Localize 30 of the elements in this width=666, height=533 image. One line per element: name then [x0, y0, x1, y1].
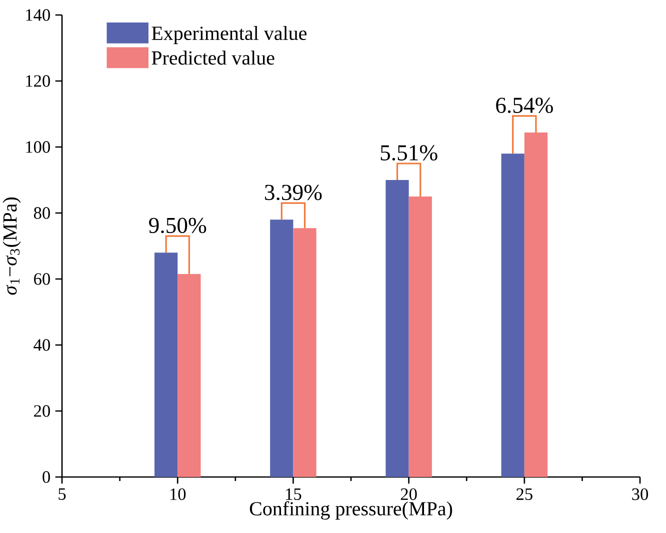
legend-label: Experimental value [152, 26, 307, 44]
bar [293, 228, 316, 477]
x-axis-title: Confining pressure(MPa) [250, 501, 452, 520]
bar [386, 180, 409, 477]
y-tick-label: 40 [34, 339, 50, 351]
bar [501, 154, 524, 477]
x-tick-label: 20 [400, 488, 417, 500]
y-tick-label: 80 [34, 207, 50, 219]
annotation: 5.51% [380, 145, 438, 161]
y-tick-label: 100 [26, 141, 50, 153]
y-axis-title: σ$_{1}$−σ$_{3}$(MPa) [2, 198, 21, 295]
bar [270, 220, 294, 477]
x-tick-label: 25 [516, 488, 532, 500]
x-tick-label: 5 [58, 488, 66, 500]
y-tick-label: 0 [42, 471, 50, 483]
y-tick-label: 20 [34, 405, 50, 417]
x-tick-label: 15 [286, 488, 302, 500]
annotation: 9.50% [149, 218, 206, 234]
annotation: 6.54% [496, 98, 553, 114]
bar [408, 196, 432, 477]
y-tick-label: 120 [26, 75, 50, 87]
x-tick-label: 10 [170, 488, 186, 500]
annotation: 3.39% [265, 184, 322, 200]
y-tick-label: 140 [26, 9, 50, 21]
y-tick-label: 60 [34, 273, 50, 285]
bar [154, 252, 178, 477]
x-tick-label: 30 [632, 488, 648, 500]
bar [178, 274, 201, 477]
bar [524, 132, 548, 477]
legend-label: Predicted value [152, 50, 274, 65]
